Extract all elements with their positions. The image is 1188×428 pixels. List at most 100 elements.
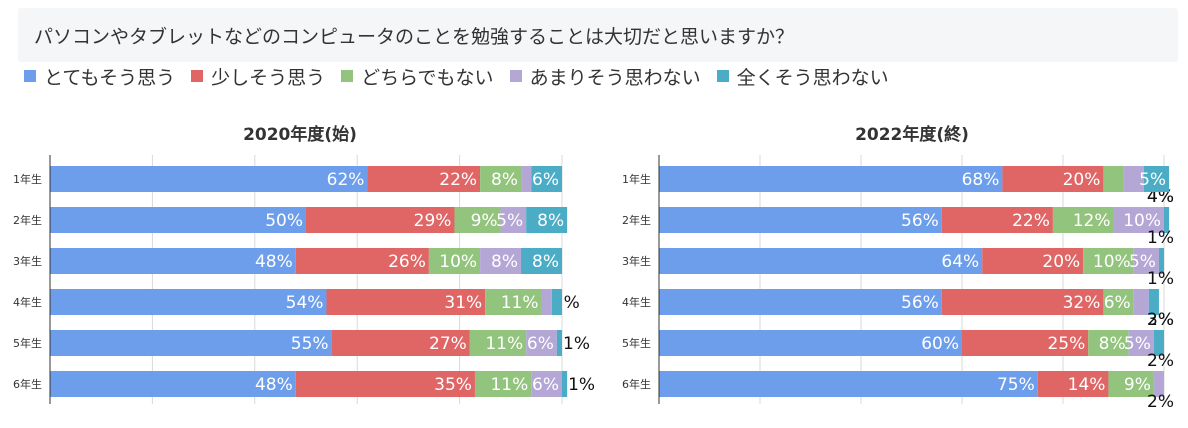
chart-1-bar-segment: [428, 248, 481, 274]
chart-2-bar-segment: [1123, 166, 1144, 192]
chart-1-data-label: 1%: [563, 334, 590, 354]
legend-item-somewhat-disagree: あまりそう思わない: [509, 63, 701, 90]
chart-1-bar-segment: [50, 289, 327, 315]
chart-1-bar-segment: [326, 289, 486, 315]
chart-2-bar-segment: [1002, 166, 1104, 192]
chart-1-bar-segment: [50, 371, 296, 397]
chart-2-data-label: 8%: [1099, 334, 1126, 354]
chart-1-bar-segment: [556, 330, 562, 356]
chart-2-bar-segment: [1143, 166, 1170, 192]
chart-2-data-label: 6%: [1104, 293, 1131, 313]
legend-label-somewhat-agree: 少しそう思う: [211, 66, 326, 89]
legend-swatch-strongly-disagree: [716, 70, 729, 82]
chart-2-row-label: 4年生: [622, 295, 651, 309]
chart-1-bar-segment: [541, 289, 552, 315]
chart-2-data-label: 75%: [997, 375, 1035, 395]
chart-1-data-label: 1%: [568, 375, 595, 395]
chart-1-bar-segment: [526, 330, 557, 356]
chart-1-bar-segment: [50, 207, 306, 233]
chart-2-data-label: 1%: [1147, 269, 1174, 289]
chart-1-data-label: 8%: [491, 170, 518, 190]
chart-2-bar-segment: [962, 330, 1089, 356]
chart-2-data-label: 64%: [941, 252, 979, 272]
chart-1-data-label: 48%: [255, 375, 293, 395]
chart-1-bar-segment: [454, 207, 501, 233]
chart-2-bar-segment: [659, 166, 1003, 192]
chart-1-bar-segment: [531, 371, 562, 397]
chart-2-row-label: 1年生: [622, 172, 651, 186]
chart-1-bar-segment: [551, 289, 562, 315]
chart-2-bar-segment: [1037, 371, 1109, 397]
chart-1-data-label: 11%: [501, 293, 539, 313]
chart-2-data-label: 60%: [921, 334, 959, 354]
legend-swatch-strongly-agree: [24, 70, 36, 82]
chart-1-bar-segment: [50, 248, 296, 274]
chart-1-bar-segment: [331, 330, 470, 356]
chart-1-data-label: 6%: [532, 170, 559, 190]
chart-1-data-label: 54%: [286, 293, 324, 313]
chart-2-bar-segment: [1153, 371, 1164, 397]
chart-1-bar-segment: [562, 371, 568, 397]
chart-2-data-label: 2%: [1147, 351, 1174, 371]
chart-2-bar-segment: [1164, 207, 1170, 233]
chart-1-data-label: 29%: [414, 211, 452, 231]
chart-2-bar-segment: [941, 289, 1104, 315]
chart-1-bar-segment: [521, 248, 562, 274]
chart-2-bar-segment: [659, 289, 942, 315]
chart-1-data-label: 26%: [388, 252, 426, 272]
chart-1-data-label: 6%: [532, 375, 559, 395]
chart-2-data-label: 1%: [1147, 228, 1174, 248]
chart-2-bar-segment: [659, 248, 983, 274]
chart-1-bar-segment: [474, 371, 532, 397]
chart-1-data-label: 8%: [532, 252, 559, 272]
chart-2-bar-segment: [1108, 371, 1154, 397]
chart-1-data-label: 35%: [434, 375, 472, 395]
question-title: パソコンやタブレットなどのコンピュータのことを勉強することは大切だと思いますか？: [34, 26, 795, 48]
chart-1-row-label: 1年生: [13, 172, 42, 186]
legend-label-strongly-agree: とてもそう思う: [44, 66, 176, 89]
chart-1-data-label: 11%: [490, 375, 528, 395]
chart-2-data-label: 20%: [1042, 252, 1080, 272]
chart-1-data-label: 5%: [496, 211, 523, 231]
chart-1-bar-segment: [480, 248, 522, 274]
chart-1-data-label: 9%: [471, 211, 498, 231]
chart-1-row-label: 4年生: [13, 295, 42, 309]
chart-2-data-label: 20%: [1063, 170, 1101, 190]
chart-2-bar-segment: [1103, 166, 1124, 192]
chart-1-data-label: 48%: [255, 252, 293, 272]
chart-2-data-label: 25%: [1047, 334, 1085, 354]
legend-label-somewhat-disagree: あまりそう思わない: [529, 66, 701, 89]
chart-1-data-label: 27%: [429, 334, 467, 354]
chart-1-data-label: 8%: [537, 211, 564, 231]
legend-item-neutral: どちらでもない: [341, 63, 494, 90]
chart-1-data-label: 6%: [527, 334, 554, 354]
chart-1-row-label: 6年生: [13, 377, 42, 391]
legend-swatch-somewhat-disagree: [509, 70, 522, 82]
chart-2-bar-segment: [1133, 289, 1149, 315]
chart-2-row-label: 6年生: [622, 377, 651, 391]
chart-2-bar-segment: [1088, 330, 1129, 356]
chart-1-bar-segment: [50, 330, 332, 356]
chart-1-data-label: 62%: [327, 170, 365, 190]
chart-2-bar-segment: [659, 207, 942, 233]
chart-2-data-label: 10%: [1123, 211, 1161, 231]
chart-2-bar-segment: [1103, 289, 1134, 315]
legend-label-neutral: どちらでもない: [361, 66, 494, 89]
chart-2-data-label: 2%: [1147, 392, 1174, 412]
chart-1-bar-segment: [295, 371, 475, 397]
chart-2-data-label: 22%: [1012, 211, 1050, 231]
chart-2-data-label: 2%: [1147, 310, 1174, 330]
chart-2-data-label: 5%: [1129, 252, 1156, 272]
chart-1-data-label: 31%: [444, 293, 482, 313]
chart-2-data-label: 12%: [1073, 211, 1111, 231]
chart-1-bar-segment: [480, 166, 522, 192]
chart-2-bar-segment: [659, 371, 1038, 397]
chart-1-bar-segment: [485, 289, 542, 315]
chart-2-data-label: 32%: [1063, 293, 1101, 313]
chart-1-bar-segment: [367, 166, 481, 192]
legend-swatch-neutral: [341, 70, 354, 82]
legend-item-strongly-agree: とてもそう思う: [24, 63, 175, 90]
chart-1-row-label: 2年生: [13, 213, 42, 227]
chart-2-row-label: 3年生: [622, 254, 651, 268]
